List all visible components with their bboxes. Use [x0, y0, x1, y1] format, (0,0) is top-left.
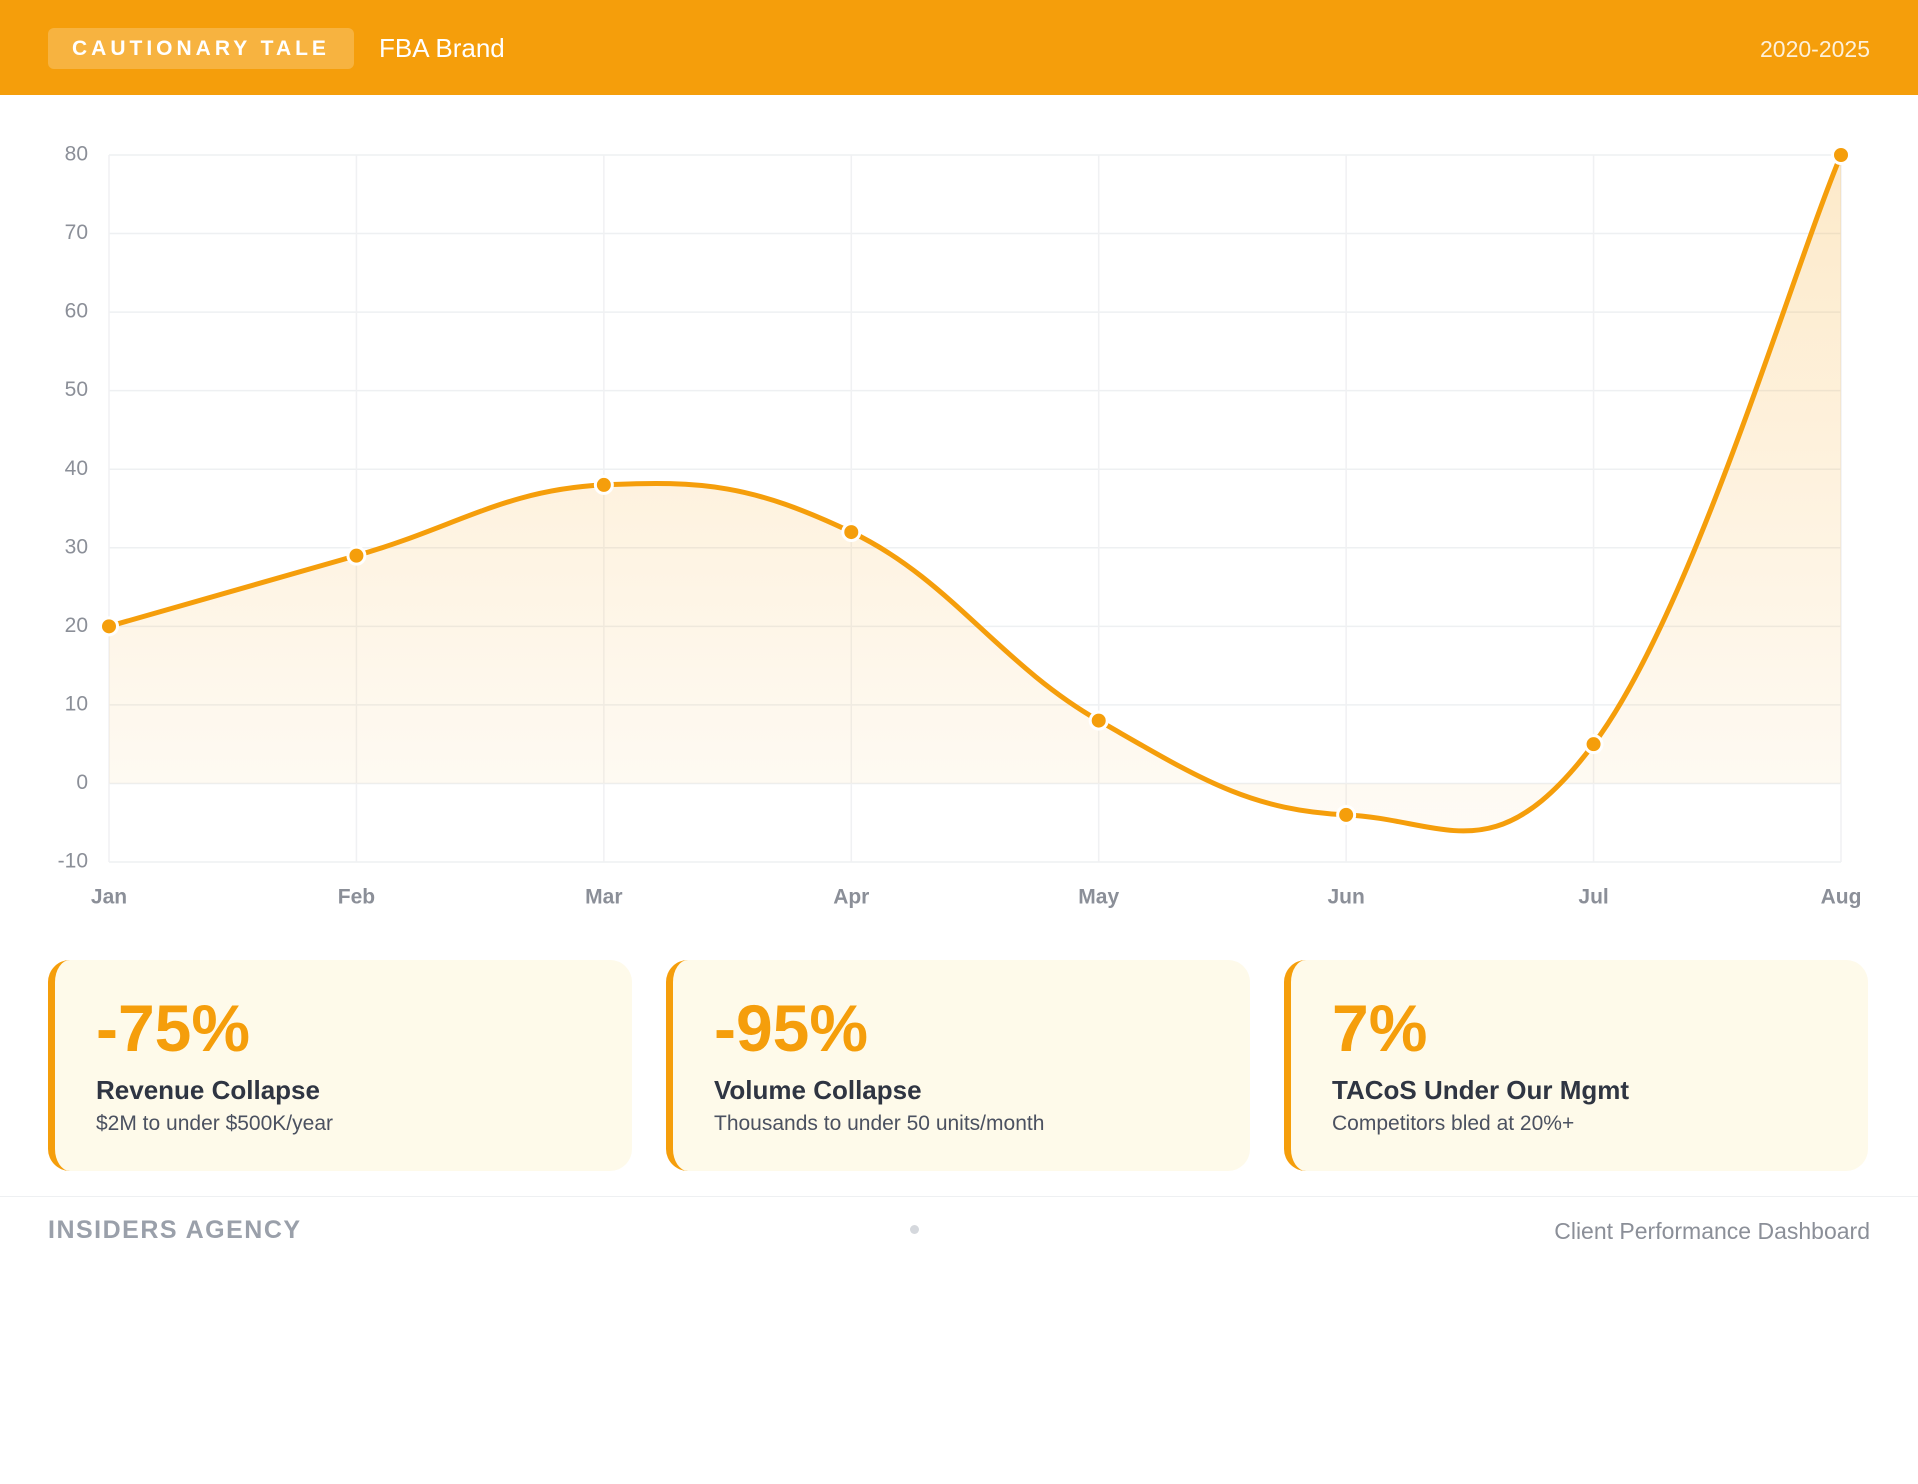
point: [1088, 710, 1109, 731]
footer-dot: [910, 1225, 919, 1234]
stat-detail: Thousands to under 50 units/month: [714, 1112, 1045, 1135]
y-tick-label: 40: [65, 457, 88, 480]
point: [1336, 804, 1357, 825]
y-tick-label: 60: [65, 300, 88, 323]
x-tick-label: Jan: [91, 886, 127, 909]
stat-value: -75%: [96, 991, 251, 1065]
stat-card: 7% TACoS Under Our Mgmt Competitors bled…: [1284, 960, 1868, 1171]
header: CAUTIONARY TALE FBA Brand 2020-2025: [0, 0, 1918, 95]
footer-right: Client Performance Dashboard: [1554, 1218, 1870, 1244]
stat-card: -95% Volume Collapse Thousands to under …: [666, 960, 1250, 1171]
point: [346, 545, 367, 566]
line: [108, 154, 1844, 834]
x-tick-label: Mar: [585, 886, 622, 909]
years: 2020-2025: [1760, 36, 1870, 62]
x-tick-label: Aug: [1821, 886, 1862, 909]
y-tick-label: 30: [65, 535, 88, 558]
y-tick-label: 10: [65, 692, 88, 715]
y-tick-label: 70: [65, 221, 88, 244]
stat-label: TACoS Under Our Mgmt: [1332, 1075, 1630, 1105]
stat-value: -95%: [714, 991, 869, 1065]
y-tick-label: 20: [65, 614, 88, 637]
point: [1831, 145, 1851, 165]
point: [99, 616, 119, 637]
area: [109, 155, 1841, 831]
y-tick-label: 80: [65, 143, 88, 166]
stat-detail: Competitors bled at 20%+: [1332, 1112, 1575, 1135]
x-tick-label: Apr: [833, 886, 869, 909]
stat-label: Volume Collapse: [714, 1075, 922, 1105]
x-tick-label: May: [1078, 886, 1119, 909]
stat-value: 7%: [1332, 991, 1428, 1065]
y-tick-label: 50: [65, 378, 88, 401]
brand: FBA Brand: [379, 33, 505, 63]
x-tick-label: Jul: [1578, 886, 1608, 909]
stat-label: Revenue Collapse: [96, 1075, 320, 1105]
point: [841, 522, 862, 543]
x-tick-label: Jun: [1327, 886, 1364, 909]
footer-left: INSIDERS AGENCY: [48, 1216, 302, 1244]
footer-rule: [0, 1196, 1918, 1197]
badge: CAUTIONARY TALE: [48, 28, 354, 69]
y-tick-label: 0: [76, 771, 88, 794]
point: [593, 474, 614, 495]
y-tick-label: -10: [58, 850, 88, 873]
stat-detail: $2M to under $500K/year: [96, 1112, 333, 1135]
stat-card: -75% Revenue Collapse $2M to under $500K…: [48, 960, 632, 1171]
chart: -10 0 10 20 30 40 50 60 70 80 Jan Feb Mar Apr May Jun Ju…: [58, 143, 1862, 909]
x-tick-label: Feb: [338, 886, 375, 909]
point: [1583, 734, 1604, 755]
